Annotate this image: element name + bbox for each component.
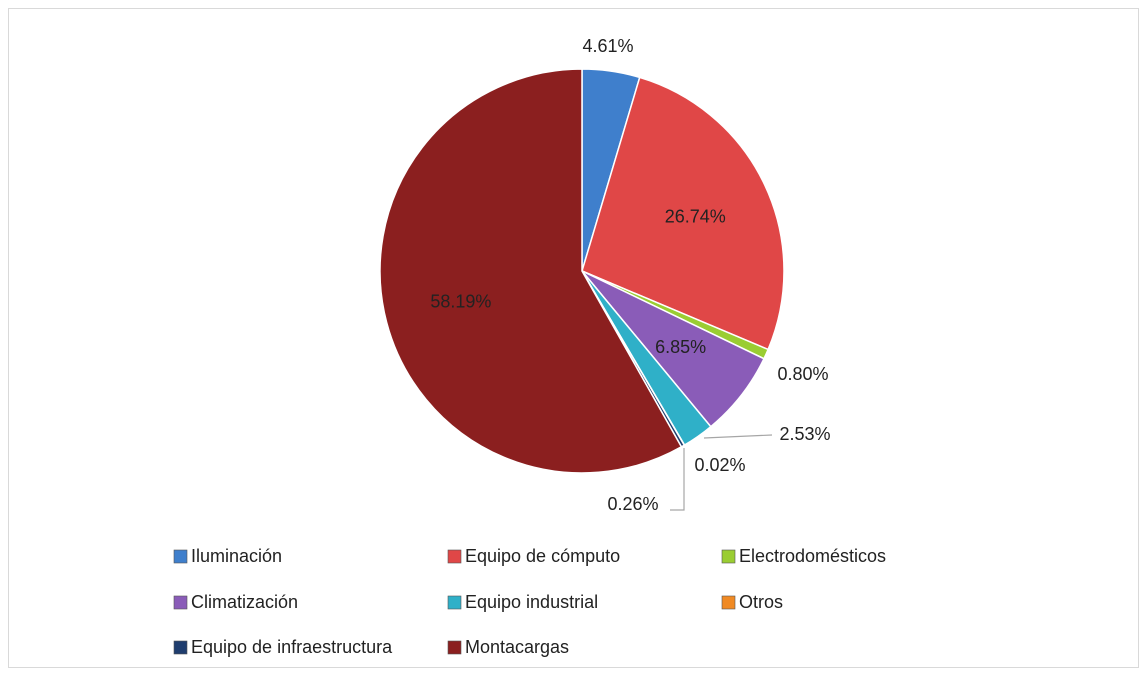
legend-swatch [447,595,462,610]
pie-slice [581,76,785,351]
leader-line [670,448,685,511]
legend-label: Equipo industrial [465,592,598,612]
legend-label: Climatización [191,592,298,612]
data-label: 58.19% [430,292,491,312]
legend-label: Equipo de infraestructura [191,637,393,657]
data-label: 0.02% [694,455,745,475]
legend-swatch [173,549,188,564]
leader-line [703,434,773,439]
data-label: 0.80% [777,364,828,384]
legend-swatch [721,549,736,564]
legend-label: Montacargas [465,637,569,657]
legend-label: Iluminación [191,546,282,566]
legend-label: Electrodomésticos [739,546,886,566]
legend-swatch [447,549,462,564]
legend-swatch [173,595,188,610]
legend-label: Equipo de cómputo [465,546,620,566]
legend-label: Otros [739,592,783,612]
data-label: 6.85% [655,337,706,357]
data-label: 26.74% [665,206,726,226]
legend-swatch [721,595,736,610]
data-label: 4.61% [582,36,633,56]
legend-swatch [173,640,188,655]
pie-slice [379,68,683,474]
data-label: 2.53% [779,424,830,444]
legend-swatch [447,640,462,655]
data-label: 0.26% [607,494,658,514]
